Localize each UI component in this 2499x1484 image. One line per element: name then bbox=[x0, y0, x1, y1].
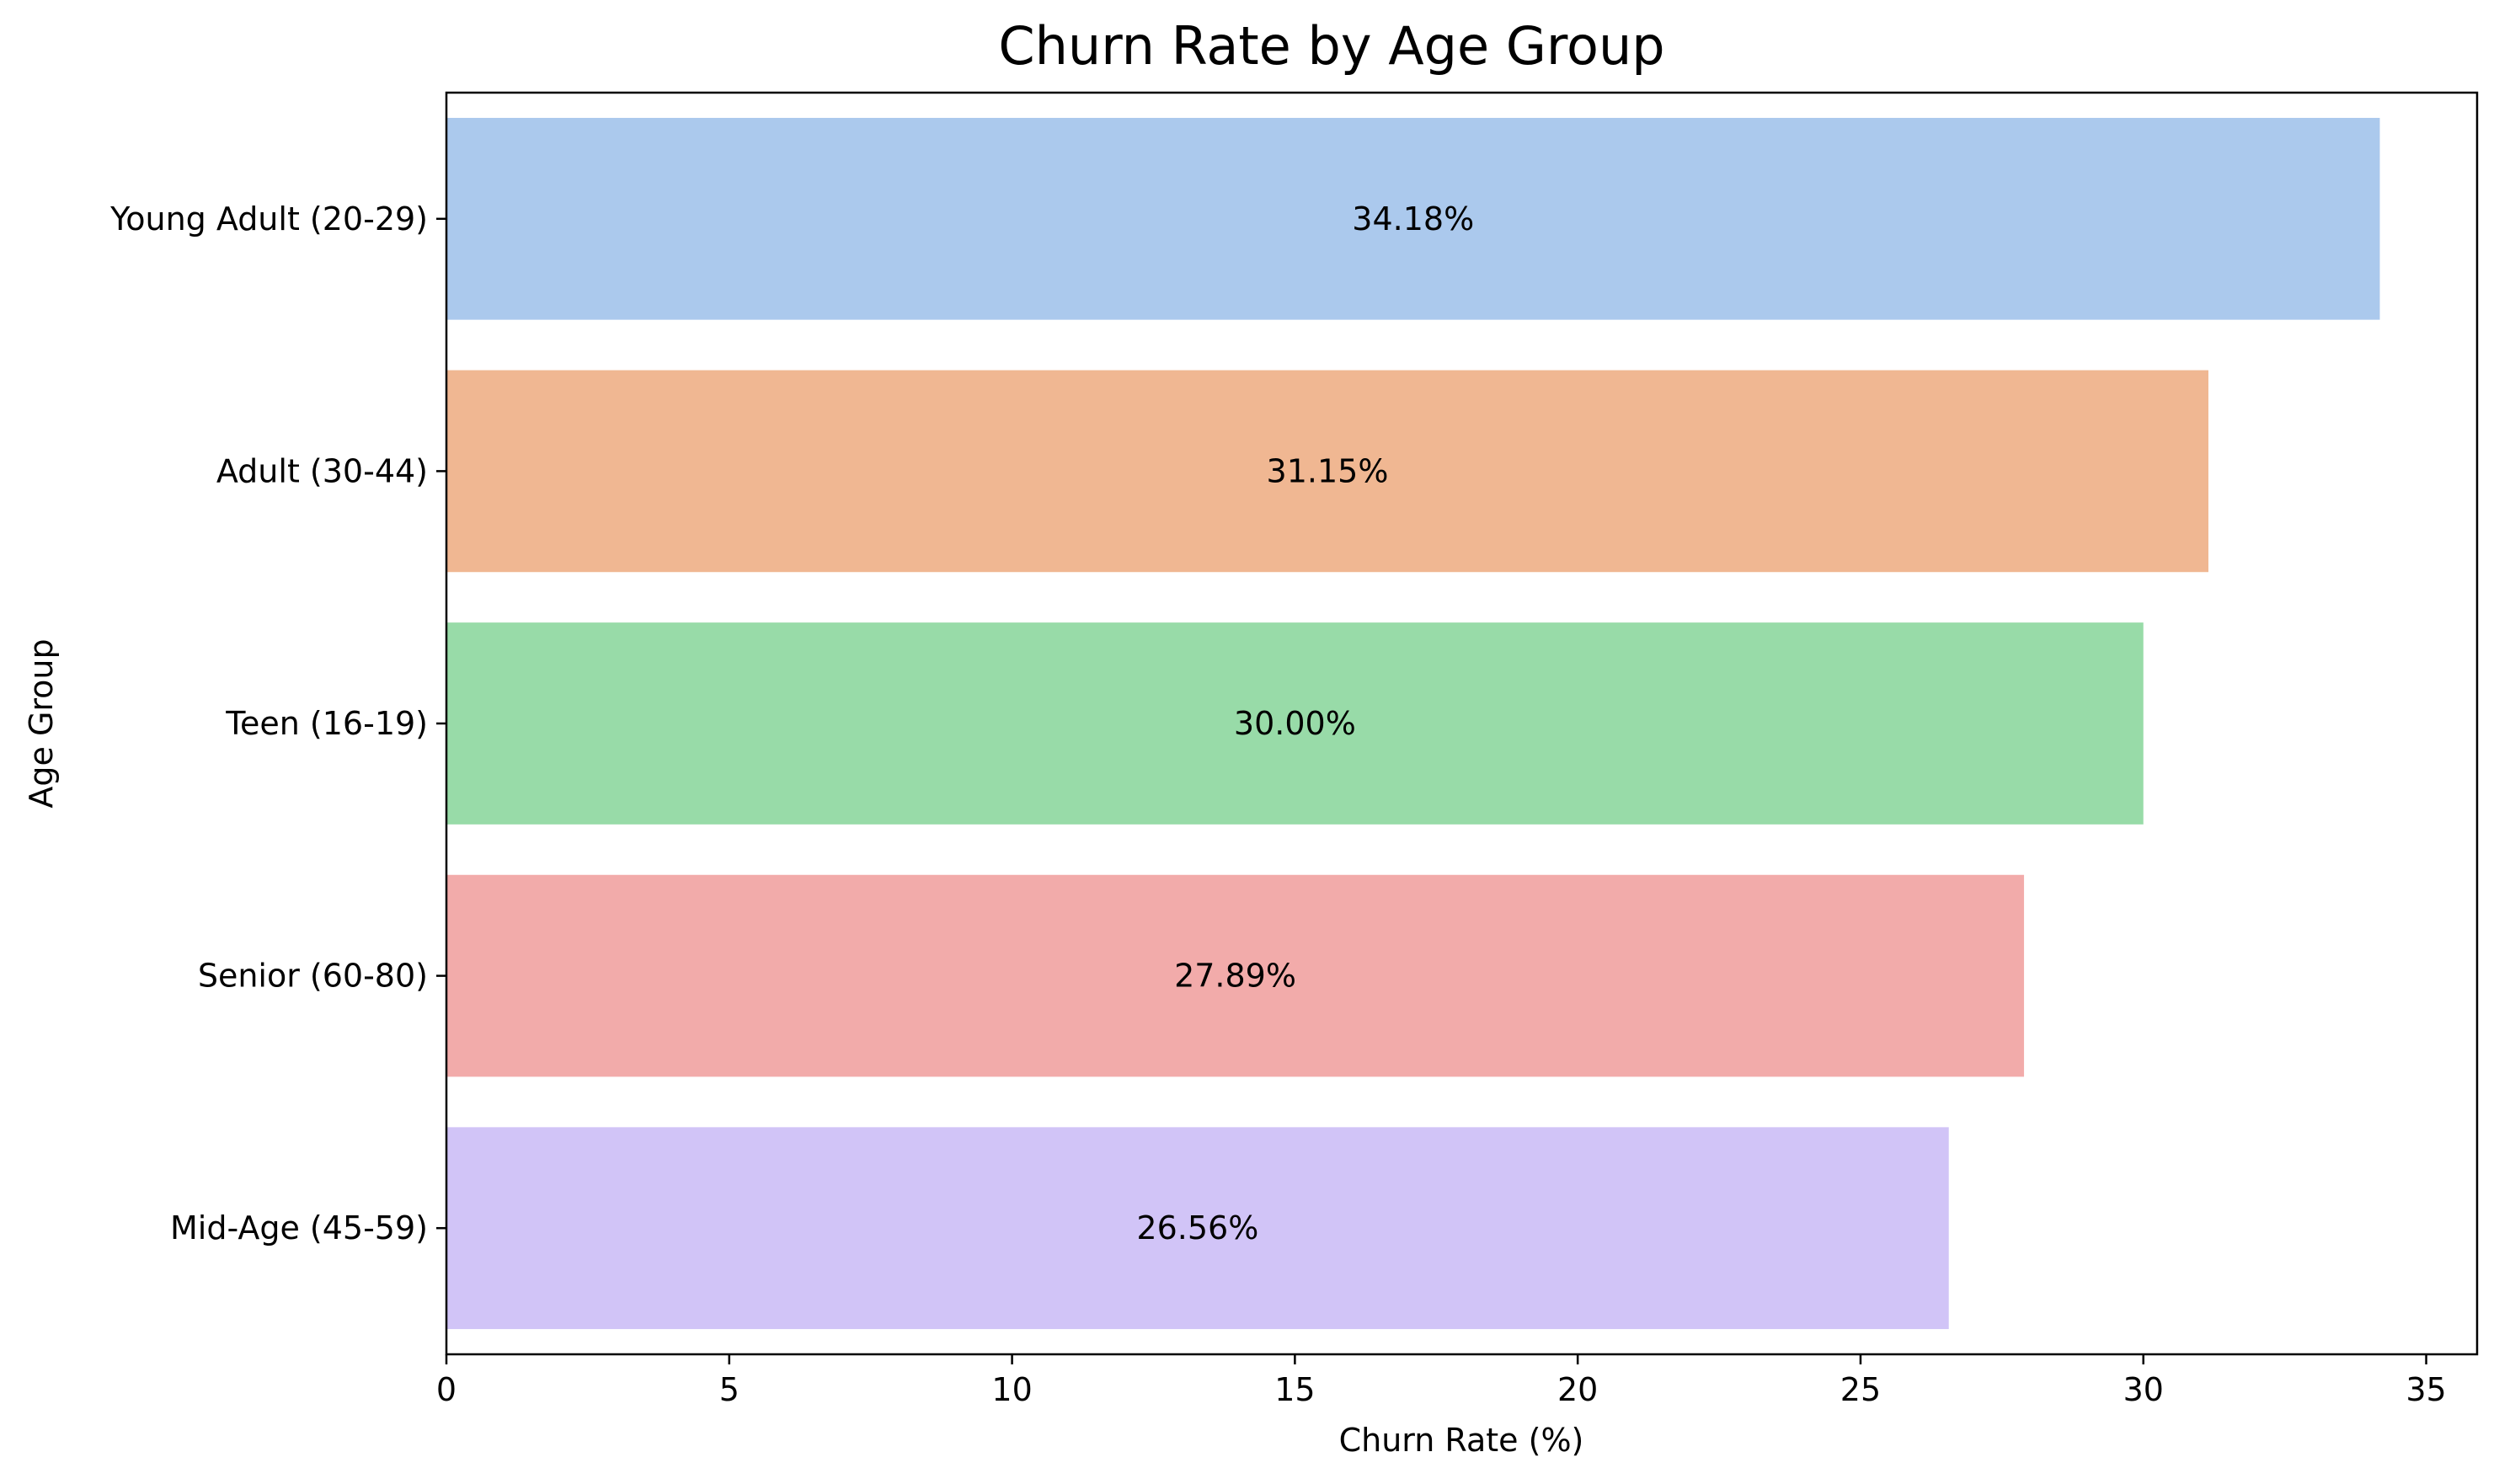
y-tick-label: Adult (30-44) bbox=[216, 452, 428, 489]
x-tick-label: 30 bbox=[2123, 1371, 2164, 1408]
x-axis: 0 5 10 15 20 25 30 35 bbox=[436, 1354, 2447, 1408]
plot-frame bbox=[445, 91, 2479, 1356]
x-tick-label: 20 bbox=[1557, 1371, 1598, 1408]
x-tick-label: 35 bbox=[2406, 1371, 2446, 1408]
x-tick-label: 0 bbox=[436, 1371, 457, 1408]
x-tick-label: 5 bbox=[719, 1371, 740, 1408]
bar bbox=[446, 370, 2208, 573]
bars-group bbox=[446, 117, 2380, 1330]
bar bbox=[446, 622, 2144, 825]
bar-value-label: 31.15% bbox=[1267, 452, 1389, 489]
chart-title: Churn Rate by Age Group bbox=[998, 15, 1664, 77]
bar bbox=[446, 874, 2025, 1077]
bar bbox=[446, 1127, 1949, 1330]
bar-value-label: 30.00% bbox=[1234, 705, 1356, 742]
x-tick-label: 15 bbox=[1274, 1371, 1315, 1408]
y-tick-label: Teen (16-19) bbox=[225, 705, 428, 742]
y-axis: Young Adult (20-29) Adult (30-44) Teen (16… bbox=[109, 200, 446, 1246]
bar-value-label: 34.18% bbox=[1352, 200, 1474, 238]
y-axis-label: Age Group bbox=[23, 638, 60, 808]
y-tick-label: Mid-Age (45-59) bbox=[170, 1209, 428, 1246]
x-tick-label: 25 bbox=[1840, 1371, 1881, 1408]
y-tick-label: Young Adult (20-29) bbox=[109, 200, 428, 238]
bar bbox=[446, 117, 2380, 320]
x-tick-label: 10 bbox=[991, 1371, 1032, 1408]
x-axis-label: Churn Rate (%) bbox=[1339, 1422, 1584, 1459]
bar-labels-group: 34.18% 31.15% 30.00% 27.89% 26.56% bbox=[1136, 200, 1474, 1246]
bar-value-label: 27.89% bbox=[1174, 958, 1296, 995]
bar-value-label: 26.56% bbox=[1136, 1209, 1258, 1246]
y-tick-label: Senior (60-80) bbox=[198, 958, 428, 995]
